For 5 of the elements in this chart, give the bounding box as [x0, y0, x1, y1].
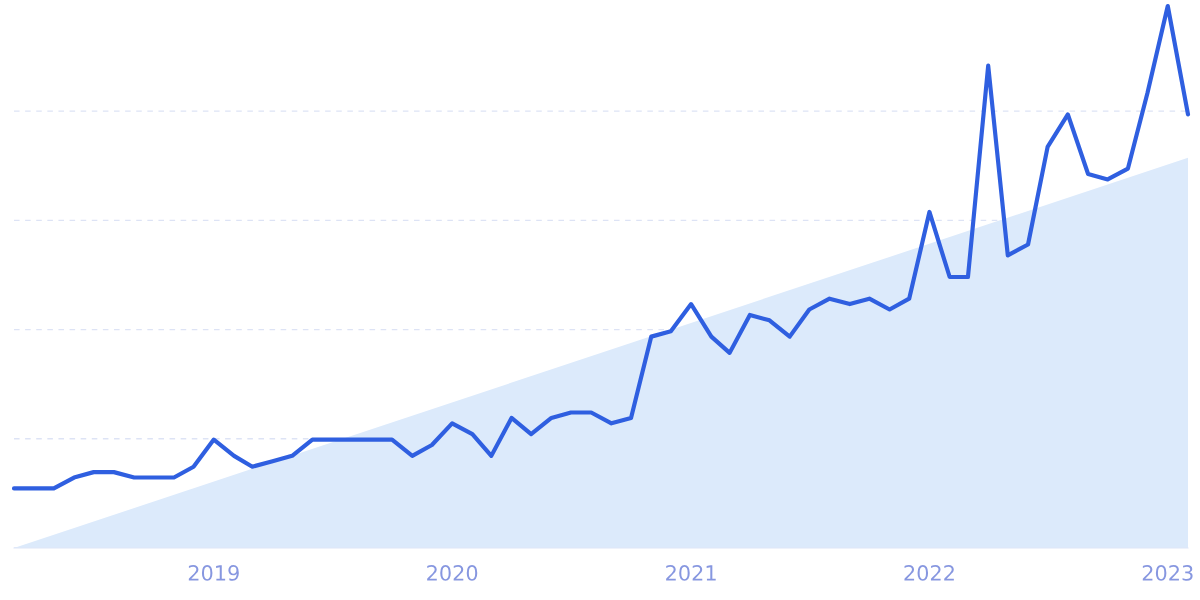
x-tick-label: 2019: [188, 565, 239, 581]
x-tick-label: 2021: [666, 565, 716, 581]
x-tick-label: 2022: [904, 565, 954, 581]
x-tick-label: 2023: [1142, 565, 1193, 581]
x-tick-label: 2020: [427, 565, 478, 581]
